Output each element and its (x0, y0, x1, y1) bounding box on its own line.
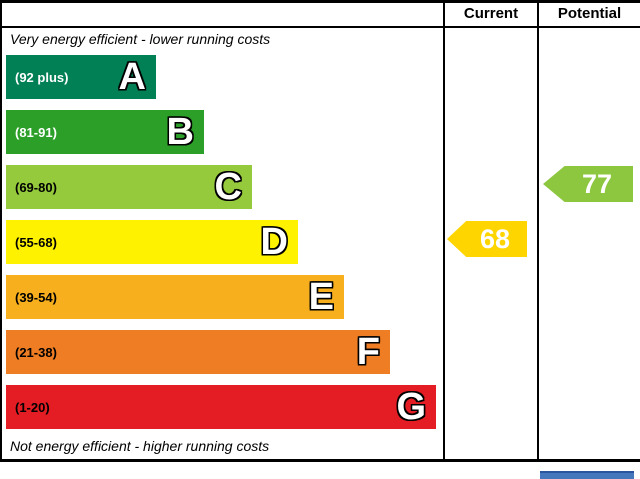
caption-inefficient: Not energy efficient - higher running co… (10, 438, 270, 454)
current-rating-value: 68 (479, 224, 511, 254)
current-column-divider (443, 0, 445, 462)
band-range-label: (21-38) (15, 344, 57, 360)
current-column-header: Current (463, 5, 519, 22)
epc-band-a: (92 plus) A (6, 55, 156, 99)
band-letter: A (118, 56, 146, 98)
epc-band-g: (1-20) G (6, 385, 436, 429)
band-range-label: (39-54) (15, 289, 57, 305)
caption-efficient: Very energy efficient - lower running co… (10, 31, 271, 47)
potential-rating-value: 77 (581, 169, 613, 199)
band-range-label: (55-68) (15, 234, 57, 250)
current-rating-arrow: 68 (447, 221, 527, 257)
potential-rating-arrow: 77 (543, 166, 633, 202)
potential-column-header: Potential (557, 5, 622, 22)
band-letter: C (214, 166, 242, 208)
epc-band-e: (39-54) E (6, 275, 344, 319)
potential-column-divider (537, 0, 539, 462)
table-border-bottom (0, 459, 640, 462)
band-range-label: (69-80) (15, 179, 57, 195)
band-letter: B (166, 111, 194, 153)
band-letter: G (396, 386, 426, 428)
epc-band-b: (81-91) B (6, 110, 204, 154)
band-letter: E (308, 276, 334, 318)
band-range-label: (92 plus) (15, 69, 69, 85)
band-letter: F (356, 331, 380, 373)
band-range-label: (81-91) (15, 124, 57, 140)
epc-band-f: (21-38) F (6, 330, 390, 374)
eu-box-partial (540, 471, 634, 479)
band-letter: D (260, 221, 288, 263)
header-divider (0, 26, 640, 28)
epc-band-c: (69-80) C (6, 165, 252, 209)
table-border-left (0, 0, 2, 462)
table-border-top (0, 0, 640, 3)
band-range-label: (1-20) (15, 399, 50, 415)
epc-band-d: (55-68) D (6, 220, 298, 264)
